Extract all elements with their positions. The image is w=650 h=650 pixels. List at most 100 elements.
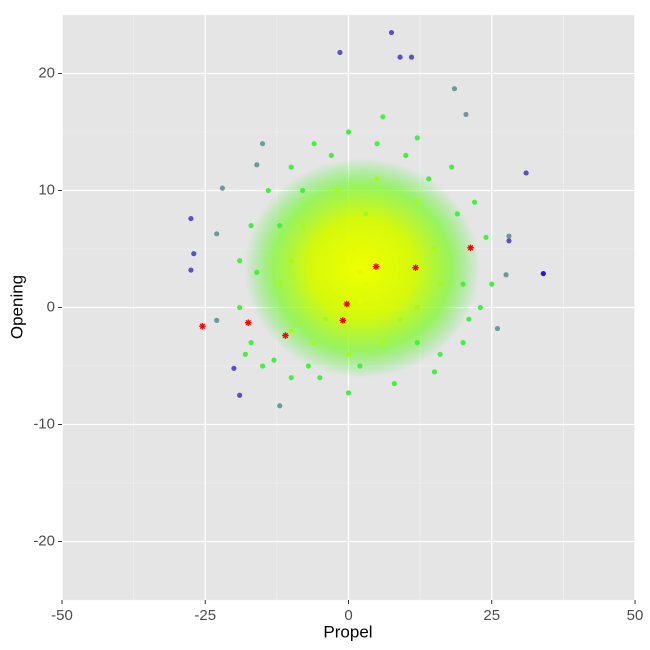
point: [248, 340, 254, 346]
point: [431, 246, 438, 252]
point: [305, 363, 311, 369]
point: [334, 187, 340, 194]
point: [288, 258, 294, 264]
point: [357, 299, 363, 305]
point: [277, 223, 283, 229]
point: [451, 86, 458, 92]
point: [494, 325, 501, 332]
point: [368, 246, 375, 252]
point: [337, 49, 343, 56]
point: [271, 357, 277, 363]
point: [388, 29, 395, 36]
points: [188, 29, 546, 409]
point: [300, 187, 306, 194]
point: [288, 328, 294, 334]
point: [460, 340, 466, 346]
point: [483, 234, 489, 240]
point: [340, 258, 346, 264]
point: [288, 164, 294, 170]
point: [460, 281, 466, 287]
y-tick-label: 20: [38, 64, 55, 81]
point: [357, 363, 363, 369]
point: [277, 281, 283, 287]
x-tick-label: -50: [51, 607, 73, 624]
point: [408, 54, 415, 60]
point: [237, 258, 243, 264]
point: [414, 135, 420, 141]
point: [339, 317, 347, 324]
point: [311, 340, 317, 346]
point: [437, 281, 443, 287]
y-tick-label: -10: [33, 415, 55, 432]
point: [188, 215, 194, 222]
point: [540, 270, 546, 277]
point: [248, 223, 254, 229]
point: [380, 340, 386, 346]
point: [477, 304, 483, 311]
point: [372, 263, 380, 270]
x-tick-label: 50: [627, 607, 644, 624]
point: [259, 141, 266, 147]
y-axis-title: Opening: [7, 275, 26, 339]
point: [357, 269, 363, 275]
point: [282, 332, 289, 339]
point: [363, 211, 369, 217]
point: [426, 176, 432, 182]
point: [397, 316, 403, 322]
y-tick-label: 10: [38, 181, 55, 198]
point: [489, 281, 495, 287]
point: [463, 111, 469, 118]
x-tick-label: 0: [344, 607, 352, 624]
point: [237, 392, 243, 398]
point: [431, 369, 438, 375]
point: [254, 162, 260, 168]
point: [449, 164, 455, 170]
x-axis-title: Propel: [323, 622, 372, 641]
point: [386, 258, 392, 264]
point: [254, 269, 260, 275]
point: [244, 319, 252, 327]
point: [345, 293, 352, 299]
point: [343, 300, 351, 308]
point: [345, 351, 352, 357]
point: [506, 233, 512, 239]
point: [454, 211, 460, 217]
point: [391, 380, 397, 387]
point: [219, 185, 226, 191]
point: [288, 375, 294, 381]
point: [403, 152, 409, 158]
point: [265, 187, 271, 194]
point: [471, 199, 478, 205]
point: [437, 351, 443, 357]
point: [328, 152, 334, 158]
point: [317, 375, 323, 381]
point: [300, 223, 306, 229]
point: [311, 141, 317, 147]
point: [242, 351, 248, 357]
point: [466, 316, 472, 322]
x-tick-label: 25: [483, 607, 500, 624]
point: [351, 246, 357, 252]
point: [414, 199, 420, 205]
point: [345, 129, 352, 135]
point: [374, 141, 380, 147]
point: [322, 316, 329, 322]
point: [237, 304, 243, 311]
point: [467, 244, 474, 252]
point: [414, 304, 420, 311]
point: [191, 251, 197, 257]
point: [503, 272, 509, 278]
point: [414, 340, 420, 346]
point: [259, 363, 266, 369]
point: [345, 390, 352, 396]
point: [506, 238, 512, 244]
point: [363, 281, 369, 287]
point: [231, 365, 237, 371]
point: [380, 114, 386, 120]
point: [214, 317, 220, 323]
point: [374, 176, 380, 182]
point: [380, 269, 386, 275]
y-tick-label: -20: [33, 532, 55, 549]
point: [188, 267, 194, 273]
